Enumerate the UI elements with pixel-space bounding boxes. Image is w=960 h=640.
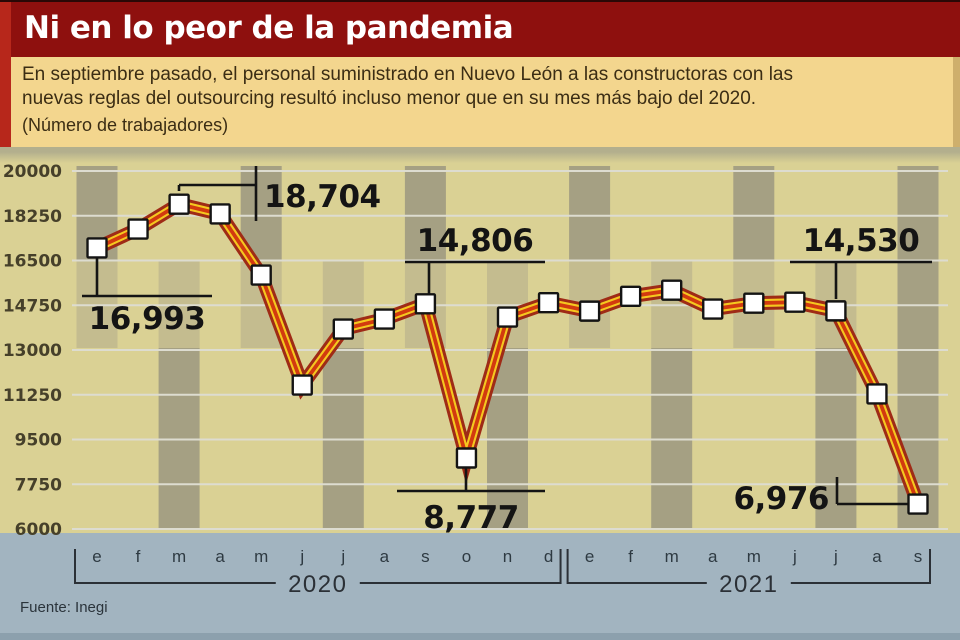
year-bracket — [74, 549, 562, 584]
month-label: o — [462, 547, 471, 566]
data-point-marker — [743, 292, 765, 314]
annotation-label: 14,806 — [417, 223, 534, 259]
data-point-marker — [784, 291, 806, 313]
stripe-cell — [733, 166, 775, 261]
month-label: m — [747, 547, 761, 566]
month-label: e — [92, 547, 101, 566]
year-label: 2020 — [288, 571, 347, 598]
data-point-marker — [619, 285, 642, 307]
y-tick-label: 18250 — [3, 207, 62, 227]
annotation-label: 16,993 — [89, 301, 206, 337]
footer-band — [0, 533, 960, 640]
month-label: s — [421, 547, 430, 566]
data-point-marker — [373, 308, 396, 330]
subtitle-line-2: nuevas reglas del outsourcing resultó in… — [22, 88, 757, 109]
annotation-label: 18,704 — [264, 179, 381, 215]
annotation-label: 14,530 — [803, 223, 920, 259]
source-note: Fuente: Inegi — [20, 599, 108, 616]
month-label: j — [792, 547, 797, 566]
data-point-marker — [291, 374, 313, 396]
y-tick-label: 6000 — [15, 520, 62, 540]
data-point-marker — [414, 293, 437, 315]
data-point-marker — [866, 383, 888, 405]
left-accent-border — [0, 2, 11, 147]
month-label: s — [914, 547, 923, 566]
data-point-marker — [168, 193, 190, 215]
month-label: a — [380, 547, 390, 566]
data-point-marker — [578, 300, 601, 322]
data-point-marker — [907, 493, 929, 515]
data-point-marker — [127, 218, 149, 240]
month-label: j — [833, 547, 838, 566]
month-label: m — [665, 547, 679, 566]
footer-bottom-strip — [0, 633, 960, 640]
month-label: a — [872, 547, 882, 566]
data-point-marker — [250, 264, 272, 286]
top-border — [0, 0, 960, 2]
data-point-marker — [455, 447, 478, 469]
data-point-marker — [661, 279, 683, 301]
month-label: j — [340, 547, 345, 566]
units-note: (Número de trabajadores) — [22, 115, 229, 135]
data-point-marker — [825, 300, 847, 322]
month-label: a — [215, 547, 225, 566]
month-label: f — [136, 547, 141, 566]
year-bracket — [566, 549, 931, 584]
y-tick-label: 20000 — [3, 162, 62, 182]
month-label: n — [503, 547, 512, 566]
subtitle-line-1: En septiembre pasado, el personal sumini… — [22, 64, 793, 85]
data-point-marker — [537, 291, 560, 314]
y-tick-label: 13000 — [3, 341, 62, 361]
month-label: j — [299, 547, 304, 566]
month-label: a — [708, 547, 718, 566]
data-point-marker — [496, 306, 519, 328]
annotation-label: 6,976 — [733, 481, 829, 517]
month-label: e — [585, 547, 594, 566]
month-label: f — [628, 547, 633, 566]
month-label: m — [172, 547, 186, 566]
y-tick-label: 14750 — [3, 296, 62, 316]
y-tick-label: 11250 — [3, 386, 62, 406]
y-tick-label: 7750 — [15, 475, 62, 495]
y-tick-label: 9500 — [15, 431, 62, 451]
data-point-marker — [702, 298, 724, 320]
data-point-marker — [86, 237, 108, 259]
month-label: d — [544, 547, 553, 566]
data-point-marker — [209, 203, 231, 225]
stripe-cell — [404, 166, 446, 261]
page-title: Ni en lo peor de la pandemia — [24, 10, 514, 46]
data-point-marker — [332, 318, 354, 340]
right-accent-shadow — [953, 57, 960, 147]
annotation-label: 8,777 — [423, 500, 519, 536]
month-label: m — [254, 547, 268, 566]
stripe-cell — [569, 166, 611, 261]
y-tick-label: 16500 — [3, 252, 62, 272]
title-bar: Ni en lo peor de la pandemia — [0, 2, 960, 57]
subtitle-band: En septiembre pasado, el personal sumini… — [0, 57, 960, 147]
year-label: 2021 — [719, 571, 778, 598]
